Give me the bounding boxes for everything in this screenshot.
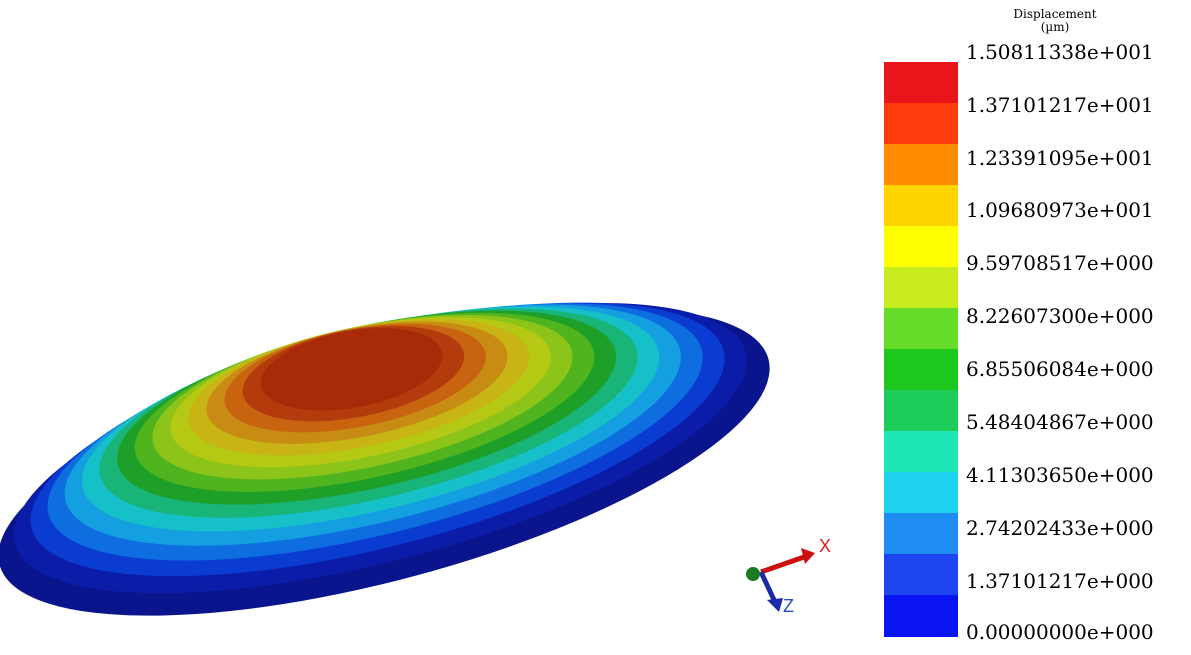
legend-value-label: 1.50811338e+001 [966,40,1154,64]
legend-color-band [884,349,958,391]
legend-value-label: 4.11303650e+000 [966,463,1154,487]
legend-title-text: Displacement [1013,7,1097,21]
legend-value-label: 0.00000000e+000 [966,620,1154,644]
legend-value-label: 1.37101217e+000 [966,569,1154,593]
legend-color-band [884,144,958,186]
legend-value-label: 1.23391095e+001 [966,146,1154,170]
contour-band [260,328,443,411]
legend-color-band [884,595,958,637]
legend-title: Displacement (µm) [985,8,1125,34]
z-arrowhead [767,598,783,612]
legend-value-label: 8.22607300e+000 [966,304,1154,328]
x-arrowhead [801,548,815,564]
x-axis-arrow [760,553,808,575]
legend-color-band [884,554,958,596]
legend-value-label: 1.09680973e+001 [966,198,1154,222]
z-axis-label: Z [783,596,794,616]
z-axis-arrow [758,570,778,604]
legend-value-label: 1.37101217e+001 [966,93,1154,117]
axis-triad: X Z [746,536,831,616]
legend-color-band [884,185,958,227]
legend-color-band [884,226,958,268]
legend-color-band [884,431,958,473]
legend-value-label: 6.85506084e+000 [966,357,1154,381]
x-axis-label: X [819,536,831,556]
legend-color-band [884,103,958,145]
legend-value-label: 2.74202433e+000 [966,516,1154,540]
y-axis-dot [746,567,760,581]
legend-color-band [884,62,958,104]
legend-color-band [884,513,958,555]
legend-color-band [884,472,958,514]
legend-color-band [884,267,958,309]
legend-color-band [884,390,958,432]
legend-value-label: 5.48404867e+000 [966,410,1154,434]
color-legend-bar [884,62,958,637]
legend-unit-text: (µm) [1040,20,1070,34]
legend-value-label: 9.59708517e+000 [966,251,1154,275]
legend-color-band [884,308,958,350]
deformed-disc-model [0,302,770,616]
